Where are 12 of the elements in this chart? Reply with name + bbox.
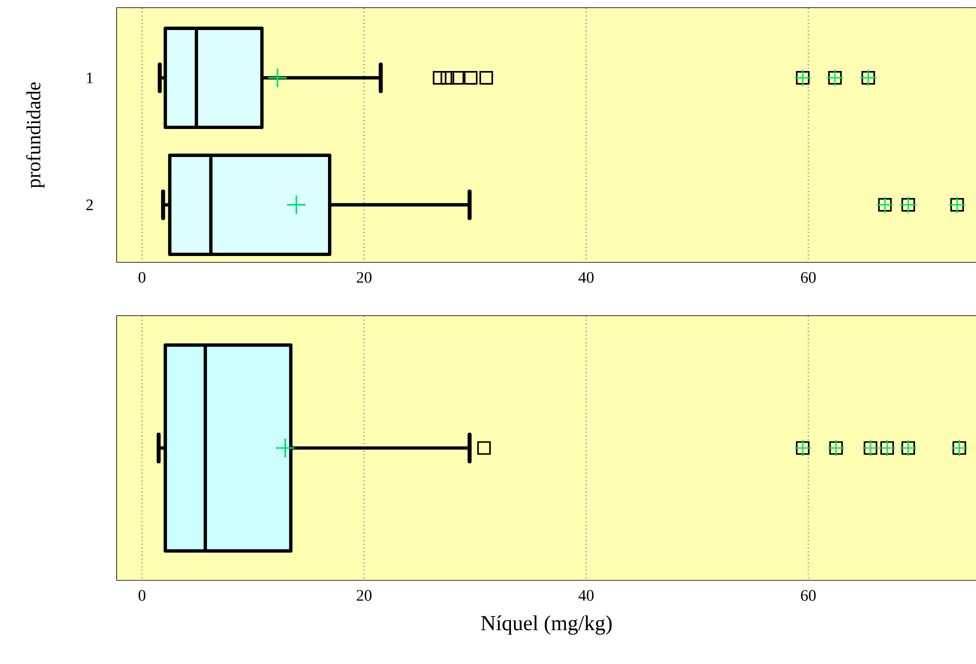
x-tick-label: 40 <box>578 590 594 601</box>
x-tick-label: 20 <box>356 590 372 601</box>
y-tick-label: 2 <box>86 200 93 210</box>
y-tick-label: 1 <box>87 72 93 84</box>
x-tick-label: 60 <box>800 272 816 283</box>
x-tick-label: 0 <box>138 590 146 601</box>
x-axis-title: Níquel (mg/kg) <box>481 615 612 635</box>
x-tick-label: 60 <box>800 590 816 601</box>
x-tick-label: 40 <box>578 272 594 283</box>
x-tick-label: 0 <box>138 272 146 283</box>
x-tick-label: 20 <box>356 272 372 283</box>
y-axis-title: profundidade <box>26 82 44 188</box>
